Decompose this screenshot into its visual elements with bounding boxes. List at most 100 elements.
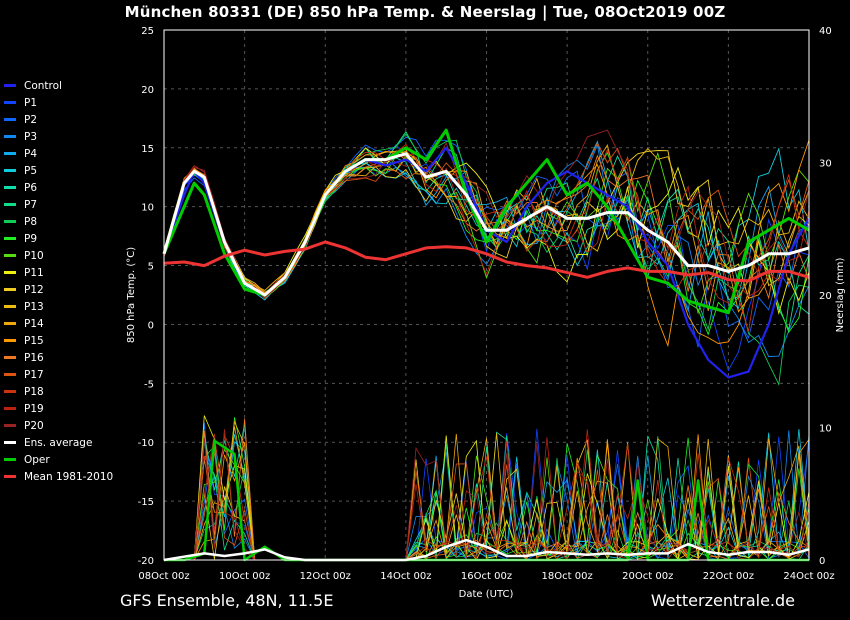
left-tick-label: 20 — [141, 85, 154, 96]
model-caption: GFS Ensemble, 48N, 11.5E — [120, 591, 334, 610]
legend: Control P1 P2 P3 P4 P5 P6 P7 P8 P9 P10 P11 P12 P13 P14… — [4, 77, 113, 485]
oper-line — [162, 128, 810, 315]
legend-item: Ens. average — [4, 434, 113, 451]
right-axis-ticks: 40 30 20 10 0 — [819, 26, 832, 567]
legend-label: P14 — [24, 317, 44, 330]
x-tick-label: 14Oct 00z — [380, 571, 431, 582]
x-axis-label: Date (UTC) — [459, 589, 514, 600]
member-temp-line — [163, 143, 810, 313]
legend-swatch — [4, 118, 16, 121]
x-tick-label: 22Oct 00z — [703, 571, 754, 582]
legend-swatch — [4, 101, 16, 104]
legend-item: P16 — [4, 349, 113, 366]
legend-swatch — [4, 84, 16, 87]
y-axis-label-left: 850 hPa Temp. (°C) — [126, 247, 137, 343]
left-tick-label: -15 — [138, 497, 154, 508]
legend-swatch — [4, 254, 16, 257]
x-tick-label: 08Oct 00z — [138, 571, 189, 582]
x-tick-label: 18Oct 00z — [542, 571, 593, 582]
left-tick-label: 25 — [141, 26, 154, 37]
legend-label: P6 — [24, 181, 38, 194]
right-tick-label: 20 — [819, 291, 832, 302]
legend-item: P15 — [4, 332, 113, 349]
left-tick-label: 0 — [148, 320, 154, 331]
legend-item: P4 — [4, 145, 113, 162]
left-tick-label: 5 — [148, 262, 154, 273]
legend-swatch — [4, 135, 16, 138]
legend-swatch — [4, 322, 16, 325]
legend-item: P13 — [4, 298, 113, 315]
member-temp-line — [163, 148, 810, 332]
legend-label: P1 — [24, 96, 38, 109]
legend-item: P3 — [4, 128, 113, 145]
legend-label: P17 — [24, 368, 44, 381]
legend-item: P14 — [4, 315, 113, 332]
legend-item: P1 — [4, 94, 113, 111]
legend-item: P12 — [4, 281, 113, 298]
legend-swatch — [4, 288, 16, 291]
legend-label: P13 — [24, 300, 44, 313]
legend-item: P5 — [4, 162, 113, 179]
source-caption: Wetterzentrale.de — [650, 591, 795, 610]
legend-swatch — [4, 169, 16, 172]
legend-item: Control — [4, 77, 113, 94]
member-temp-line — [163, 152, 810, 315]
legend-label: P12 — [24, 283, 44, 296]
highlight-series — [162, 128, 810, 562]
member-temp-line — [163, 129, 810, 299]
plot-frame — [163, 29, 810, 561]
legend-label: P10 — [24, 249, 44, 262]
legend-label: P20 — [24, 419, 44, 432]
legend-item: P18 — [4, 383, 113, 400]
x-axis-ticks: 08Oct 00z 10Oct 00z 12Oct 00z 14Oct 00z 16Oc… — [138, 571, 834, 582]
legend-label: P11 — [24, 266, 44, 279]
x-tick-label: 20Oct 00z — [622, 571, 673, 582]
legend-swatch — [4, 203, 16, 206]
ens-average-precipitation-line — [163, 538, 810, 562]
legend-swatch — [4, 220, 16, 223]
left-tick-label: -20 — [138, 556, 154, 567]
left-tick-label: -10 — [138, 438, 154, 449]
legend-label: Oper — [24, 453, 50, 466]
legend-swatch — [4, 390, 16, 393]
left-tick-label: 10 — [141, 203, 154, 214]
x-tick-label: 16Oct 00z — [461, 571, 512, 582]
legend-label: Ens. average — [24, 436, 93, 449]
legend-label: P9 — [24, 232, 38, 245]
right-tick-label: 0 — [819, 556, 825, 567]
x-tick-label: 24Oct 00z — [783, 571, 834, 582]
ens-average-line — [162, 152, 810, 297]
legend-label: P2 — [24, 113, 38, 126]
legend-label: P3 — [24, 130, 38, 143]
legend-item: P7 — [4, 196, 113, 213]
legend-label: P18 — [24, 385, 44, 398]
legend-label: P8 — [24, 215, 38, 228]
legend-swatch — [4, 339, 16, 342]
legend-swatch — [4, 237, 16, 240]
legend-item: Oper — [4, 451, 113, 468]
legend-swatch — [4, 271, 16, 274]
mean-1981-2010-line — [163, 240, 810, 283]
legend-label: P16 — [24, 351, 44, 364]
x-tick-label: 12Oct 00z — [300, 571, 351, 582]
legend-label: P7 — [24, 198, 38, 211]
legend-item: P11 — [4, 264, 113, 281]
legend-swatch — [4, 407, 16, 410]
legend-item: P6 — [4, 179, 113, 196]
legend-item: P19 — [4, 400, 113, 417]
legend-swatch — [4, 356, 16, 359]
legend-item: Mean 1981-2010 — [4, 468, 113, 485]
legend-item: P10 — [4, 247, 113, 264]
left-tick-label: 15 — [141, 144, 154, 155]
legend-swatch — [4, 475, 16, 478]
legend-item: P20 — [4, 417, 113, 434]
x-tick-label: 10Oct 00z — [219, 571, 270, 582]
legend-item: P17 — [4, 366, 113, 383]
legend-label: Control — [24, 79, 62, 92]
legend-item: P9 — [4, 230, 113, 247]
legend-swatch — [4, 441, 16, 444]
legend-swatch — [4, 458, 16, 461]
legend-swatch — [4, 305, 16, 308]
legend-label: P19 — [24, 402, 44, 415]
